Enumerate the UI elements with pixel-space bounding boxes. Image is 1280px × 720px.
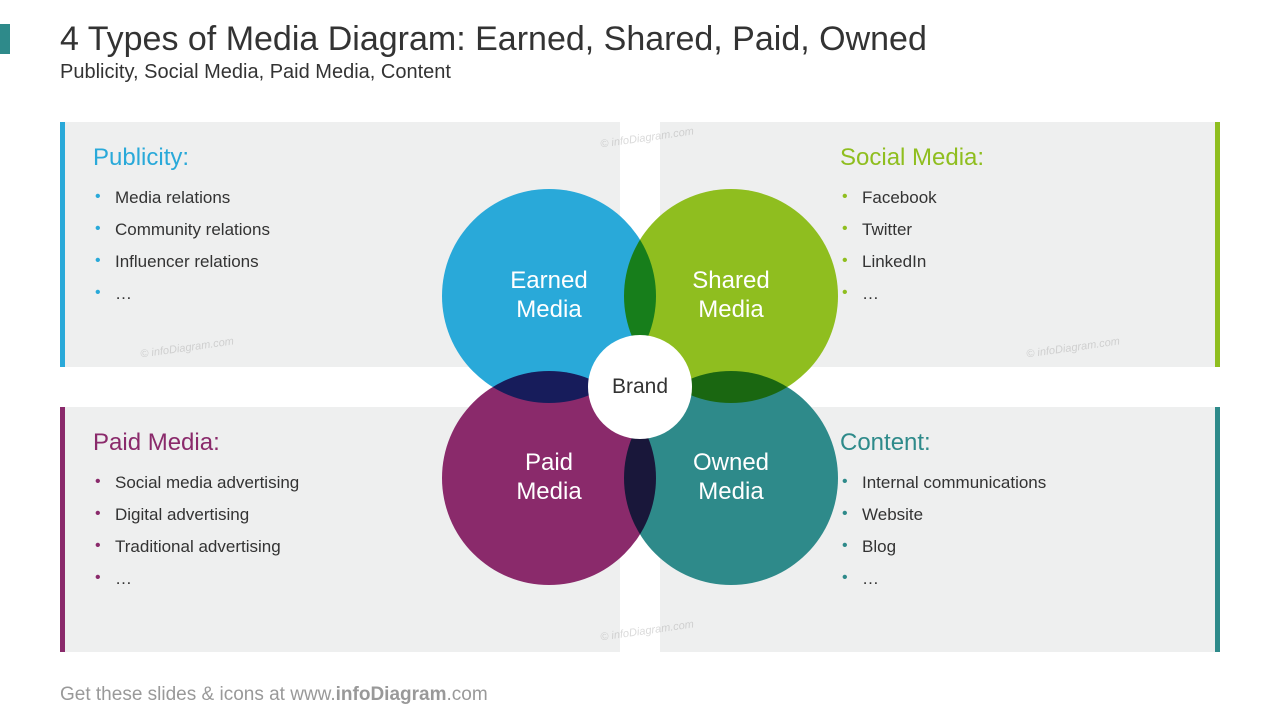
venn-label: Owned bbox=[693, 449, 769, 476]
venn-label: Earned bbox=[510, 267, 587, 294]
venn-label: Media bbox=[698, 478, 763, 505]
venn-label: Paid bbox=[525, 449, 573, 476]
list-item: Twitter bbox=[840, 214, 1187, 246]
list-item: … bbox=[840, 278, 1187, 310]
venn-label: Media bbox=[516, 296, 581, 323]
venn-label: Media bbox=[516, 478, 581, 505]
quadrant-title: Content: bbox=[840, 429, 1187, 457]
venn-label: Shared bbox=[692, 267, 769, 294]
venn-center-brand: Brand bbox=[588, 335, 692, 439]
venn-diagram: EarnedMedia SharedMedia PaidMedia OwnedM… bbox=[430, 177, 850, 597]
venn-label: Media bbox=[698, 296, 763, 323]
list-item: Facebook bbox=[840, 182, 1187, 214]
page-subtitle: Publicity, Social Media, Paid Media, Con… bbox=[60, 61, 1220, 84]
footer-credit: Get these slides & icons at www.infoDiag… bbox=[60, 684, 488, 706]
quadrant-list: FacebookTwitterLinkedIn… bbox=[840, 182, 1187, 310]
side-accent-tab bbox=[0, 24, 10, 54]
quadrant-list: Internal communicationsWebsiteBlog… bbox=[840, 467, 1187, 595]
footer-text: Get these slides & icons at www. bbox=[60, 684, 336, 705]
list-item: Internal communications bbox=[840, 467, 1187, 499]
page-title: 4 Types of Media Diagram: Earned, Shared… bbox=[60, 20, 1220, 59]
footer-text: .com bbox=[446, 684, 487, 705]
diagram-content: Publicity: Media relationsCommunity rela… bbox=[60, 122, 1220, 652]
quadrant-title: Publicity: bbox=[93, 144, 592, 172]
footer-bold: infoDiagram bbox=[336, 684, 447, 705]
list-item: Website bbox=[840, 499, 1187, 531]
quadrant-title: Social Media: bbox=[840, 144, 1187, 172]
list-item: … bbox=[840, 563, 1187, 595]
header: 4 Types of Media Diagram: Earned, Shared… bbox=[0, 0, 1280, 92]
list-item: Blog bbox=[840, 531, 1187, 563]
list-item: LinkedIn bbox=[840, 246, 1187, 278]
